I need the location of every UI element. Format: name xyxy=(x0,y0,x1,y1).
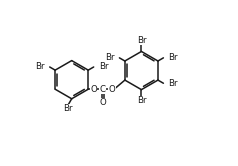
Text: Br: Br xyxy=(99,62,108,71)
Text: Br: Br xyxy=(137,36,146,45)
Text: O: O xyxy=(109,85,115,94)
Text: O: O xyxy=(90,85,97,94)
Text: O: O xyxy=(99,98,106,107)
Text: C: C xyxy=(100,85,106,94)
Text: Br: Br xyxy=(169,53,178,62)
Text: Br: Br xyxy=(63,104,72,113)
Text: Br: Br xyxy=(137,96,146,105)
Text: Br: Br xyxy=(35,62,45,71)
Text: Br: Br xyxy=(105,53,114,62)
Text: Br: Br xyxy=(169,79,178,88)
